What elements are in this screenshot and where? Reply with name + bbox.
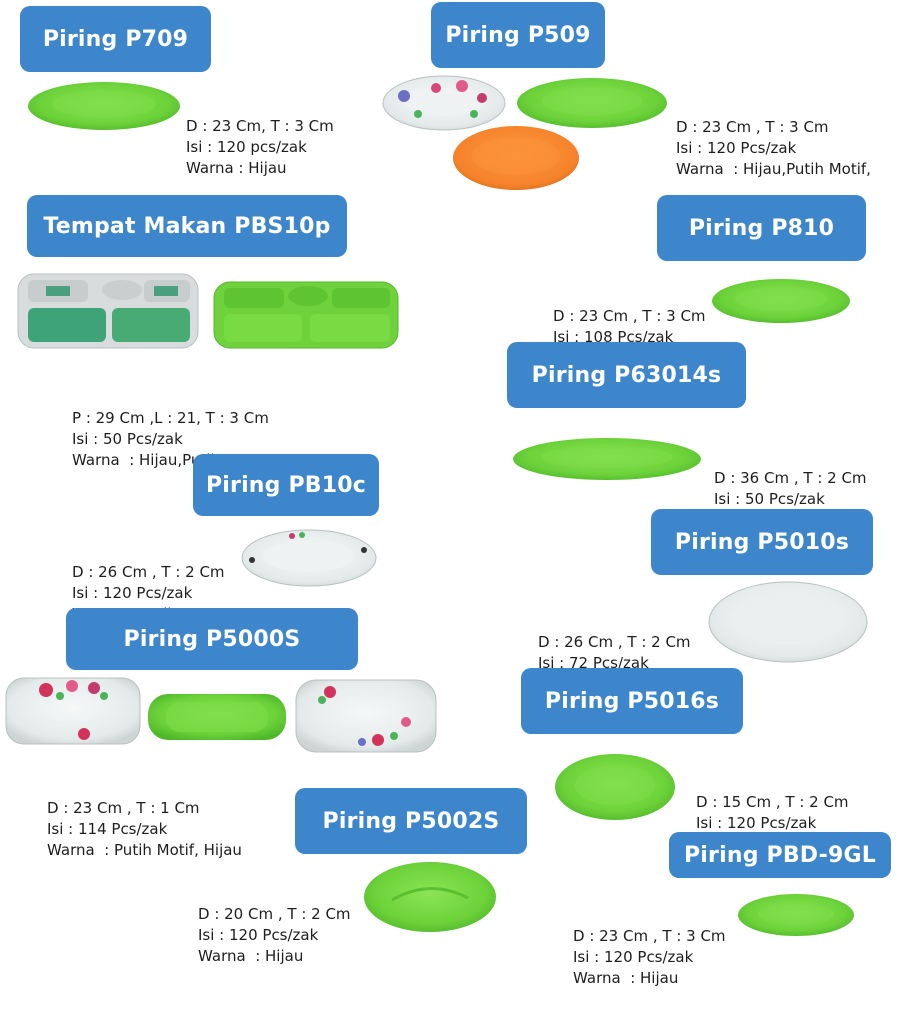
plate-p5000s-white-motif2-image — [294, 678, 438, 754]
plate-p5016s-green-image — [554, 752, 676, 822]
plate-pbd9gl-green-image — [737, 892, 855, 938]
plate-p709-green-image — [26, 80, 182, 132]
title-p709: Piring P709 — [20, 6, 211, 72]
title-p5000s: Piring P5000S — [66, 608, 358, 670]
plate-p509-green-image — [516, 76, 668, 130]
title-pbs10p: Tempat Makan PBS10p — [27, 195, 347, 257]
spec-pbs10p: P : 29 Cm ,L : 21, T : 3 Cm Isi : 50 Pcs/… — [72, 409, 269, 469]
title-p5016s: Piring P5016s — [521, 668, 743, 734]
plate-p5002s-green-image — [362, 860, 498, 934]
title-p5002s: Piring P5002S — [295, 788, 527, 854]
plate-p5010s-white-image — [708, 580, 868, 664]
plate-p5000s-white-motif-image — [4, 676, 142, 746]
title-pb10c: Piring PB10c — [193, 454, 379, 516]
spec-p5002s: D : 20 Cm , T : 2 Cm Isi : 120 Pcs/zak War… — [198, 905, 351, 965]
plate-pb10c-white-image — [240, 528, 378, 588]
plate-p509-white-motif-image — [382, 74, 506, 132]
spec-pbd9gl: D : 23 Cm , T : 3 Cm Isi : 120 Pcs/zak War… — [573, 927, 726, 987]
title-p63014s: Piring P63014s — [507, 342, 746, 408]
plate-p810-green-image — [711, 277, 851, 325]
plate-p5000s-green-image — [146, 692, 288, 742]
title-p509: Piring P509 — [431, 2, 605, 68]
spec-p709: D : 23 Cm, T : 3 Cm Isi : 120 pcs/zak Warn… — [186, 117, 334, 177]
tray-pbs10p-green-image — [212, 280, 400, 350]
plate-p63014s-green-image — [512, 436, 702, 482]
title-p810: Piring P810 — [657, 195, 866, 261]
title-pbd9gl: Piring PBD-9GL — [669, 832, 891, 878]
plate-p509-orange-image — [452, 124, 580, 192]
tray-pbs10p-white-image — [16, 272, 200, 350]
spec-p5000s: D : 23 Cm , T : 1 Cm Isi : 114 Pcs/zak War… — [47, 799, 242, 859]
title-p5010s: Piring P5010s — [651, 509, 873, 575]
